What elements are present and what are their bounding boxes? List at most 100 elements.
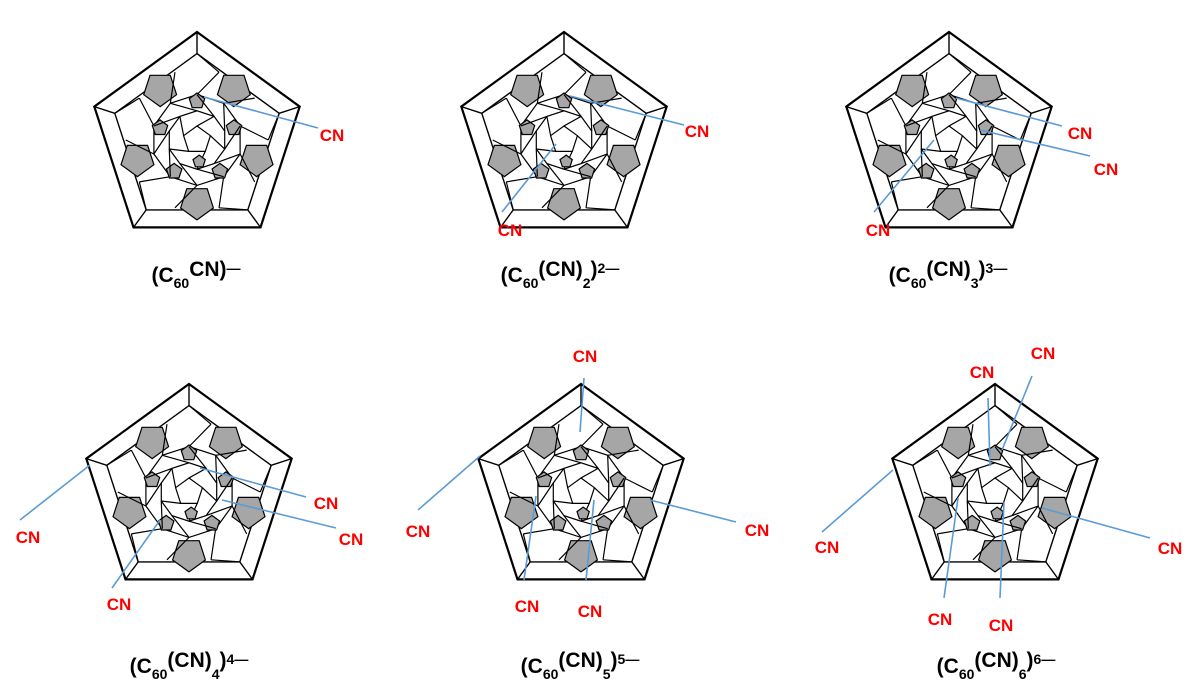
mesh-edge [169,72,176,104]
outer-shell [85,382,293,581]
caption-open: (C [501,264,523,287]
mesh-edge [218,207,248,211]
mesh-edge [546,163,565,186]
mesh-edge [606,125,636,141]
mesh-edge [505,97,522,127]
mesh-edge [580,446,599,469]
c60-molecule [477,382,685,581]
caption-open: (C [151,264,173,287]
cn-label: CN [578,602,603,621]
shaded-face [555,92,573,109]
cn-bond-line [203,96,319,129]
shell-edge [478,457,500,466]
mesh-edge [563,71,587,96]
mesh-edge [498,449,524,466]
cn-label: CN [1094,160,1119,179]
shaded-face [526,426,562,460]
mesh-edge [535,148,538,177]
mesh-edge [602,559,632,563]
shaded-face [192,154,207,168]
shell-edge [278,105,300,114]
shaded-face [157,514,175,531]
mesh-edge [166,536,190,561]
shell-edge [461,105,483,114]
shaded-face [225,119,243,136]
mesh-edge [537,467,565,479]
caption-sub2: 6 [1019,666,1027,682]
mesh-edge [976,125,993,150]
mesh-edge [537,102,565,112]
c60-molecule [93,30,301,229]
center-pentagon [980,477,1010,504]
cn-bond-line [943,497,959,599]
shaded-face [592,119,610,136]
shell-edge [892,457,914,466]
caption-open: (C [889,264,911,287]
shaded-face [239,144,274,178]
shaded-face [990,506,1005,520]
mesh-edge [921,72,928,104]
mesh-edge [171,468,177,488]
shaded-face [903,119,921,136]
shaded-face [963,514,981,531]
shaded-face [572,444,590,461]
mesh-edge [948,168,976,178]
shaded-face [940,92,958,109]
caption-layer: (C60CN)— (C60(CN)2)2— (C60(CN)3)3—(C60(CN)… [130,258,1056,682]
shell-edge [846,105,868,114]
cn-bond-line [987,397,991,467]
shell-edge [930,561,945,580]
mesh-edge [623,505,640,535]
shaded-face [518,119,536,136]
mesh-edge [921,148,941,152]
mesh-edge [223,97,255,104]
shell-edge [1076,457,1098,466]
mesh-edge [553,424,560,456]
caption-sub2: 5 [603,666,611,682]
mesh-edge [196,115,215,127]
mesh-edge [218,176,225,208]
cn-bond-line [221,499,337,529]
shaded-face [894,74,930,108]
shell-edge [631,561,646,580]
shaded-face [940,426,976,460]
caption-mid: CN) [189,258,226,281]
shaded-face [918,496,953,530]
caption-mid: (CN) [538,258,582,281]
mesh-edge [591,125,608,150]
mesh-edge [188,467,207,479]
mesh-edge [215,449,247,456]
caption-tail: ) [979,258,986,281]
formula-caption: (C60(CN)5)5— [521,649,640,682]
mesh-edge [506,176,538,183]
mesh-edge [1021,449,1053,456]
shaded-face [179,188,215,221]
cn-label: CN [573,347,598,366]
caption-open: (C [937,655,959,678]
cn-bond-line [523,495,537,581]
mesh-edge [951,482,968,507]
mesh-edge [239,153,256,183]
formula-caption: (C60(CN)2)2— [501,258,620,291]
cn-bond-line [979,129,1091,157]
mesh-edge [174,184,198,209]
mesh-edge [1037,505,1054,535]
mesh-edge [153,115,181,127]
caption-mid: (CN) [974,649,1018,672]
mesh-edge [188,446,207,469]
mesh-edge [509,491,539,507]
outer-shell [891,382,1099,581]
mesh-edge [520,115,548,127]
mesh-edge [563,168,591,178]
shell-edge [999,209,1014,228]
mesh-edge [961,135,978,150]
caption-sup: 2— [598,260,620,276]
outer-shell [460,30,668,229]
caption-open: (C [521,655,543,678]
mesh-edge [967,424,974,456]
cn-bond-line [999,501,1005,599]
cn-label: CN [107,595,132,614]
caption-mid: (CN) [926,258,970,281]
mesh-edge [936,449,953,479]
